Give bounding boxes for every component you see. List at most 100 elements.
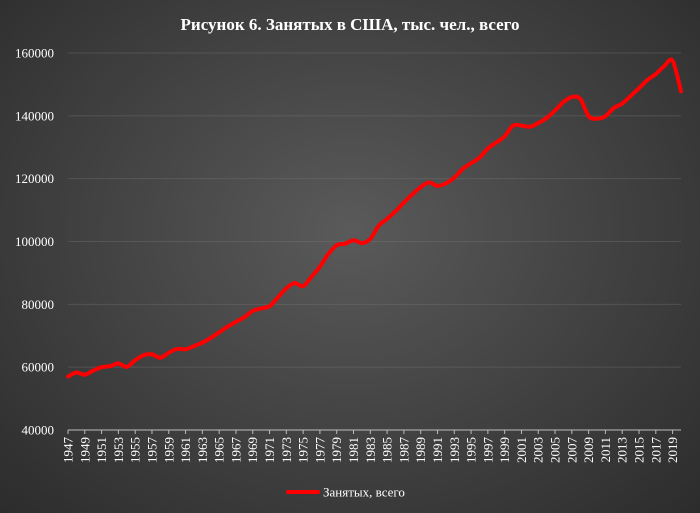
x-tick-label: 1953: [111, 437, 126, 463]
data-point: [461, 167, 464, 171]
x-tick-label: 1977: [312, 437, 327, 464]
data-point: [604, 114, 607, 118]
y-tick-label: 80000: [22, 297, 55, 312]
data-point: [637, 86, 641, 90]
data-point: [142, 354, 145, 357]
data-point: [553, 109, 557, 112]
data-point: [469, 162, 473, 165]
y-axis-tick-labels: 40000 60000 80000 100000 120000 140000 160000: [15, 46, 54, 438]
x-tick-label: 1983: [363, 437, 378, 463]
data-point: [629, 94, 632, 98]
x-tick-label: 1979: [329, 437, 344, 463]
data-point: [268, 305, 271, 308]
data-point: [679, 90, 683, 93]
data-point: [360, 241, 364, 245]
x-tick-label: 1947: [61, 437, 76, 464]
x-tick-label: 2011: [598, 437, 613, 463]
data-point: [234, 320, 238, 324]
x-tick-label: 1951: [94, 437, 109, 463]
data-point: [654, 72, 658, 76]
data-point: [511, 124, 515, 127]
x-axis-tick-labels: 1947 1949 1951 1953 1955 1957 1959 1961 1963 1965…: [61, 437, 681, 464]
data-point: [478, 156, 481, 159]
data-point: [226, 325, 229, 328]
data-point: [125, 365, 128, 369]
series-layer: [66, 57, 683, 379]
data-point: [201, 341, 204, 344]
data-point: [595, 117, 599, 120]
x-tick-label: 1969: [245, 437, 260, 463]
x-axis: [67, 429, 681, 434]
y-tick-label: 160000: [15, 46, 54, 61]
x-tick-label: 2015: [632, 437, 647, 463]
data-point: [503, 135, 506, 138]
x-tick-label: 2005: [548, 437, 563, 463]
data-point: [159, 356, 162, 359]
x-tick-label: 1971: [262, 437, 277, 463]
x-tick-label: 1955: [128, 437, 143, 463]
data-point: [663, 64, 666, 68]
data-point: [133, 359, 137, 362]
data-point: [310, 275, 313, 278]
x-tick-label: 2019: [665, 437, 680, 463]
x-tick-label: 2013: [615, 437, 630, 463]
data-point: [175, 347, 179, 351]
x-tick-label: 1981: [346, 437, 361, 463]
data-point: [327, 252, 330, 256]
grid-lines: [68, 52, 681, 368]
x-tick-label: 2007: [564, 437, 579, 464]
data-point: [66, 375, 70, 378]
data-point: [100, 365, 103, 369]
data-point: [343, 242, 347, 245]
data-point: [318, 265, 322, 268]
data-point: [369, 237, 372, 241]
data-point: [243, 316, 246, 319]
data-point: [444, 182, 448, 185]
data-point: [587, 114, 590, 118]
data-point: [612, 106, 616, 110]
x-tick-label: 1963: [195, 437, 210, 463]
data-point: [293, 281, 296, 285]
data-point: [385, 217, 389, 221]
data-point: [579, 97, 582, 101]
data-point: [545, 116, 548, 120]
x-tick-label: 1989: [413, 437, 428, 463]
x-tick-label: 2001: [514, 437, 529, 463]
data-point: [537, 121, 540, 125]
y-tick-label: 120000: [15, 171, 54, 186]
data-point: [184, 348, 187, 351]
data-point: [419, 185, 422, 189]
legend-label: Занятых, всего: [323, 485, 405, 500]
data-point: [167, 351, 170, 354]
data-point: [453, 176, 456, 179]
x-tick-label: 1961: [178, 437, 193, 463]
x-tick-label: 2009: [581, 437, 596, 463]
y-tick-label: 40000: [22, 423, 55, 438]
y-tick-label: 60000: [22, 360, 55, 375]
data-point: [646, 78, 649, 82]
data-point: [352, 239, 355, 242]
x-tick-label: 2003: [531, 437, 546, 463]
x-tick-label: 1999: [497, 437, 512, 463]
data-point: [335, 244, 338, 247]
x-tick-label: 1959: [161, 437, 176, 463]
x-tick-label: 1949: [77, 437, 92, 463]
data-point: [83, 373, 86, 376]
data-point: [402, 201, 406, 204]
x-tick-label: 1993: [447, 437, 462, 463]
x-tick-label: 2017: [648, 437, 663, 464]
y-tick-label: 100000: [15, 234, 54, 249]
chart-title: Рисунок 6. Занятых в США, тыс. чел., все…: [181, 15, 520, 34]
data-point: [285, 287, 288, 290]
x-tick-label: 1997: [480, 437, 495, 464]
data-point: [150, 353, 154, 356]
x-tick-label: 1987: [396, 437, 411, 464]
legend: Занятых, всего: [286, 485, 405, 500]
data-point: [562, 100, 565, 104]
data-point: [217, 331, 221, 334]
x-tick-label: 1965: [212, 437, 227, 463]
data-point: [520, 124, 523, 127]
data-point: [528, 125, 532, 129]
